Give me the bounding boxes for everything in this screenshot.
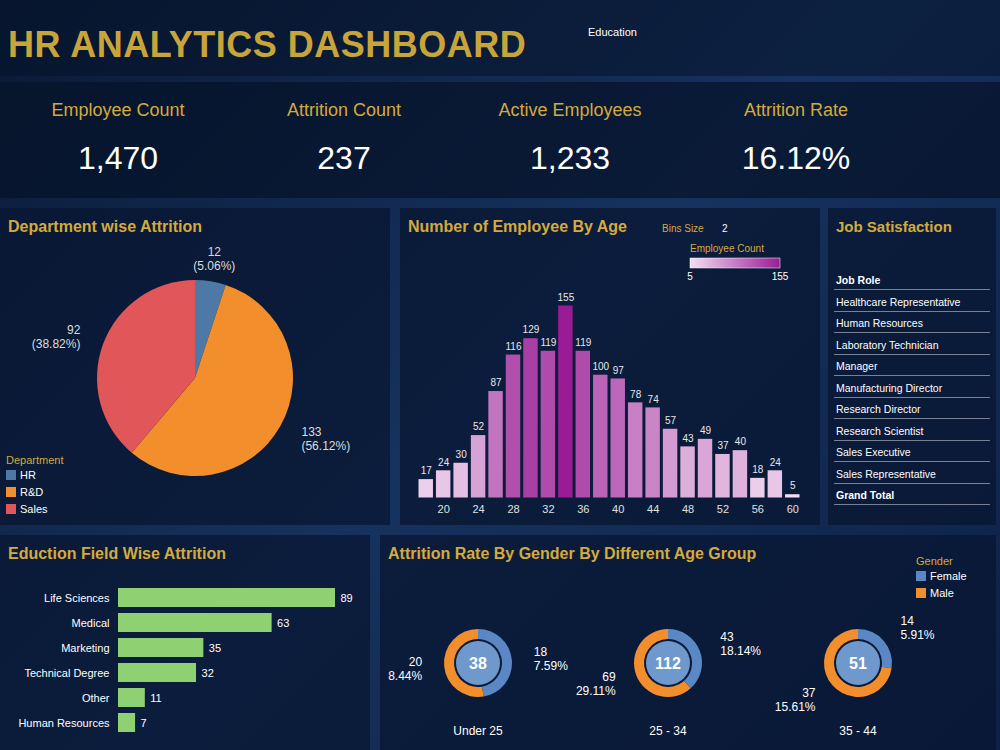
svg-text:78: 78 [630, 389, 642, 400]
svg-text:11: 11 [150, 692, 161, 704]
svg-text:40: 40 [612, 503, 624, 515]
svg-text:187.59%: 187.59% [534, 645, 568, 673]
svg-text:49: 49 [700, 425, 712, 436]
svg-text:36: 36 [577, 503, 589, 515]
svg-text:Female: Female [930, 570, 967, 582]
svg-text:51: 51 [849, 655, 867, 672]
svg-text:43: 43 [682, 433, 694, 444]
svg-text:30: 30 [456, 449, 468, 460]
svg-text:38: 38 [469, 655, 487, 672]
html-text:Research Scientist: Research Scientist [836, 424, 924, 437]
svg-text:Marketing: Marketing [61, 642, 109, 654]
svg-text:32: 32 [542, 503, 554, 515]
svg-text:100: 100 [592, 361, 609, 372]
svg-text:60: 60 [787, 503, 799, 515]
html-text:Employee Count: Employee Count [51, 100, 185, 120]
svg-text:12(5.06%): 12(5.06%) [193, 245, 235, 273]
svg-text:4318.14%: 4318.14% [720, 630, 761, 658]
html-text:Human Resources: Human Resources [836, 317, 923, 329]
svg-text:28: 28 [507, 503, 519, 515]
html-text:Department wise Attrition: Department wise Attrition [8, 218, 203, 235]
svg-text:Medical: Medical [72, 617, 110, 629]
svg-text:R&D: R&D [20, 486, 43, 498]
html-text:237: 237 [317, 140, 371, 176]
html-text:Sales Representative: Sales Representative [836, 467, 936, 480]
html-text:Manager: Manager [836, 360, 878, 372]
html-text:Grand Total: Grand Total [836, 489, 895, 501]
svg-text:119: 119 [540, 337, 556, 348]
svg-text:17: 17 [421, 465, 433, 476]
svg-text:116: 116 [506, 341, 522, 352]
svg-text:87: 87 [490, 377, 502, 388]
svg-text:6929.11%: 6929.11% [576, 670, 616, 698]
html-text:Attrition Rate: Attrition Rate [744, 100, 848, 120]
html-text:Job Role: Job Role [836, 274, 881, 286]
svg-text:57: 57 [665, 415, 677, 426]
svg-text:Sales: Sales [20, 503, 48, 515]
svg-text:112: 112 [655, 655, 681, 672]
svg-text:129: 129 [523, 324, 540, 335]
svg-text:Other: Other [82, 692, 110, 704]
svg-text:74: 74 [648, 394, 660, 405]
html-text:Education: Education [588, 26, 637, 38]
svg-text:3715.61%: 3715.61% [775, 686, 816, 714]
svg-text:25 - 34: 25 - 34 [649, 724, 687, 738]
svg-text:Department: Department [6, 454, 63, 466]
html-text:Attrition Count: Attrition Count [287, 100, 401, 120]
svg-text:155: 155 [772, 271, 789, 282]
svg-text:52: 52 [473, 421, 485, 432]
svg-text:44: 44 [647, 503, 659, 515]
svg-text:5: 5 [790, 480, 796, 491]
svg-text:37: 37 [717, 440, 729, 451]
svg-text:32: 32 [202, 667, 214, 679]
svg-text:Employee Count: Employee Count [690, 243, 764, 254]
svg-text:155: 155 [558, 292, 575, 303]
svg-text:48: 48 [682, 503, 694, 515]
svg-text:18: 18 [752, 464, 764, 475]
svg-text:Male: Male [930, 587, 954, 599]
svg-text:56: 56 [752, 503, 764, 515]
html-text:Active Employees: Active Employees [498, 100, 642, 120]
svg-text:Under 25: Under 25 [453, 724, 503, 738]
svg-text:7: 7 [141, 717, 147, 729]
svg-text:24: 24 [472, 503, 484, 515]
html-text:Sales Executive: Sales Executive [836, 446, 911, 458]
html-text:1,470: 1,470 [78, 140, 158, 176]
svg-text:24: 24 [438, 457, 450, 468]
html-text:1,233: 1,233 [530, 140, 610, 176]
svg-text:Bins Size: Bins Size [662, 223, 704, 234]
svg-text:Human Resources: Human Resources [18, 717, 110, 729]
svg-text:133(56.12%): 133(56.12%) [301, 425, 350, 453]
svg-text:20: 20 [438, 503, 450, 515]
svg-text:5: 5 [687, 271, 693, 282]
html-text:Attrition Rate By Gender By Di: Attrition Rate By Gender By Different Ag… [388, 545, 757, 562]
html-text:Number of Employee By Age: Number of Employee By Age [408, 218, 627, 235]
html-text:Research Director: Research Director [836, 403, 921, 415]
svg-text:119: 119 [575, 337, 591, 348]
svg-text:24: 24 [770, 457, 782, 468]
html-text:Laboratory Technician: Laboratory Technician [836, 338, 939, 351]
svg-text:HR: HR [20, 469, 36, 481]
svg-text:Gender: Gender [916, 555, 953, 567]
svg-text:89: 89 [341, 592, 353, 604]
svg-text:208.44%: 208.44% [388, 655, 422, 683]
html-text:HR ANALYTICS DASHBOARD: HR ANALYTICS DASHBOARD [8, 24, 527, 65]
html-text:Eduction Field Wise Attrition: Eduction Field Wise Attrition [8, 545, 226, 562]
html-text:Manufacturing Director: Manufacturing Director [836, 381, 943, 394]
svg-text:40: 40 [735, 436, 747, 447]
svg-text:92(38.82%): 92(38.82%) [32, 323, 81, 351]
svg-text:52: 52 [717, 503, 729, 515]
svg-text:2: 2 [722, 223, 728, 234]
svg-text:35 - 44: 35 - 44 [839, 724, 877, 738]
svg-text:97: 97 [613, 365, 625, 376]
html-text:Job Satisfaction: Job Satisfaction [836, 218, 952, 235]
html-text:Healthcare Representative: Healthcare Representative [836, 295, 961, 308]
svg-text:Life Sciences: Life Sciences [44, 592, 110, 604]
svg-text:35: 35 [209, 642, 221, 654]
svg-text:145.91%: 145.91% [901, 614, 935, 642]
svg-text:63: 63 [277, 617, 289, 629]
svg-text:Technical Degree: Technical Degree [25, 667, 110, 679]
html-text:16.12%: 16.12% [741, 140, 851, 176]
